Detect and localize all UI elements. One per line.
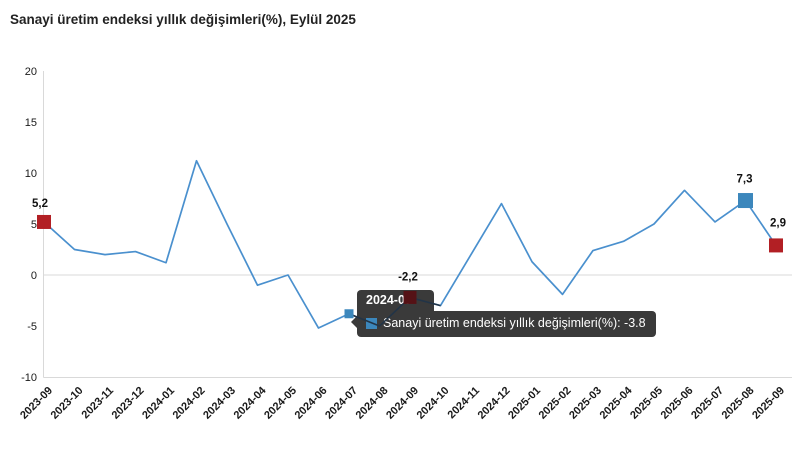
x-tick-label: 2023-09 (18, 385, 55, 422)
x-tick-label: 2023-12 (110, 385, 147, 422)
tooltip-body: Sanayi üretim endeksi yıllık değişimleri… (351, 311, 656, 337)
y-tick-label: -5 (27, 321, 37, 333)
y-tick-label: 0 (31, 270, 37, 282)
tooltip: 2024-07 Sanayi üretim endeksi yıllık değ… (351, 290, 656, 337)
x-tick-label: 2025-01 (506, 385, 543, 422)
x-tick-label: 2025-02 (537, 385, 574, 422)
x-tick-label: 2025-03 (567, 385, 604, 422)
x-tick-label: 2024-02 (171, 385, 208, 422)
x-tick-label: 2024-06 (293, 385, 330, 422)
x-tick-label: 2024-08 (354, 385, 391, 422)
x-tick-label: 2025-09 (750, 385, 787, 422)
y-tick-label: 15 (25, 117, 37, 129)
x-tick-label: 2025-07 (689, 385, 726, 422)
y-tick-label: 20 (25, 66, 37, 78)
x-tick-label: 2024-09 (384, 385, 421, 422)
x-tick-label: 2024-12 (476, 385, 513, 422)
x-tick-label: 2024-10 (415, 385, 452, 422)
x-tick-label: 2023-11 (80, 385, 117, 422)
x-tick-label: 2025-05 (628, 385, 665, 422)
y-tick-label: 5 (31, 219, 37, 231)
y-tick-label: 10 (25, 168, 37, 180)
x-tick-label: 2024-05 (262, 385, 299, 422)
x-tick-label: 2023-10 (49, 385, 86, 422)
chart-title: Sanayi üretim endeksi yıllık değişimleri… (10, 12, 356, 27)
x-tick-label: 2024-11 (446, 385, 483, 422)
x-tick-label: 2024-03 (201, 385, 238, 422)
tooltip-series-value: Sanayi üretim endeksi yıllık değişimleri… (383, 316, 646, 330)
y-tick-label: -10 (21, 372, 37, 384)
x-tick-label: 2024-07 (323, 385, 360, 422)
x-tick-label: 2025-08 (720, 385, 757, 422)
tooltip-header: 2024-07 (357, 290, 434, 311)
x-tick-label: 2025-06 (659, 385, 696, 422)
x-tick-label: 2024-01 (140, 385, 177, 422)
series-swatch-icon (366, 317, 377, 329)
